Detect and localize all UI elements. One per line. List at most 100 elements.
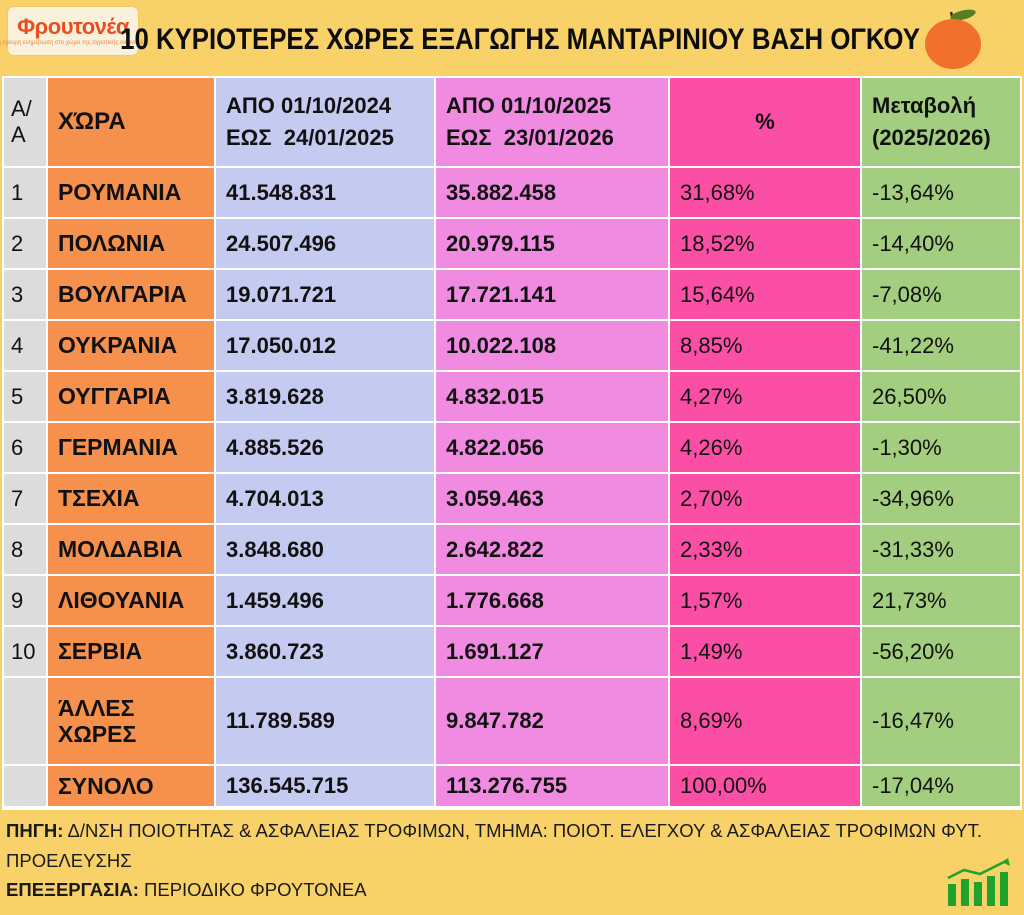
cell-vol2024: 17.050.012	[216, 321, 434, 370]
cell-vol2024: 11.789.589	[216, 678, 434, 764]
cell-vol2025: 2.642.822	[436, 525, 668, 574]
cell-change: 21,73%	[862, 576, 1020, 625]
header-cell-period2: ΑΠΟ 01/10/2025 ΕΩΣ 23/01/2026	[436, 78, 668, 166]
cell-country: ΤΣΕΧΙΑ	[48, 474, 214, 523]
cell-vol2025: 1.691.127	[436, 627, 668, 676]
cell-vol2025: 20.979.115	[436, 219, 668, 268]
cell-change: -34,96%	[862, 474, 1020, 523]
cell-change: -7,08%	[862, 270, 1020, 319]
cell-rank: 10	[4, 627, 46, 676]
footer-processing-label: ΕΠΕΞΕΡΓΑΣΙΑ:	[6, 879, 139, 901]
cell-pct: 8,85%	[670, 321, 860, 370]
header-change-line1: Μεταβολή	[872, 92, 977, 118]
mandarin-icon	[925, 9, 981, 69]
cell-change: -1,30%	[862, 423, 1020, 472]
cell-pct: 1,49%	[670, 627, 860, 676]
footer-source-text: Δ/ΝΣΗ ΠΟΙΟΤΗΤΑΣ & ΑΣΦΑΛΕΙΑΣ ΤΡΟΦΙΜΩΝ, ΤΜ…	[6, 820, 982, 871]
cell-country: ΒΟΥΛΓΑΡΙΑ	[48, 270, 214, 319]
cell-pct: 4,27%	[670, 372, 860, 421]
cell-change: -41,22%	[862, 321, 1020, 370]
footer: ΠΗΓΗ: Δ/ΝΣΗ ΠΟΙΟΤΗΤΑΣ & ΑΣΦΑΛΕΙΑΣ ΤΡΟΦΙΜ…	[6, 816, 1018, 905]
export-table: Α/Α ΧΏΡΑ ΑΠΟ 01/10/2024 ΕΩΣ 24/01/2025 Α…	[2, 76, 1022, 810]
cell-country: ΡΟΥΜΑΝΙΑ	[48, 168, 214, 217]
cell-country: ΣΕΡΒΙΑ	[48, 627, 214, 676]
header-pct-label: %	[755, 109, 775, 134]
cell-vol2024: 3.860.723	[216, 627, 434, 676]
cell-country: ΆΛΛΕΣ ΧΩΡΕΣ	[48, 678, 214, 764]
cell-vol2025: 3.059.463	[436, 474, 668, 523]
header-cell-country: ΧΏΡΑ	[48, 78, 214, 166]
cell-change: -16,47%	[862, 678, 1020, 764]
cell-country: ΛΙΘΟΥΑΝΙΑ	[48, 576, 214, 625]
cell-country: ΟΥΓΓΑΡΙΑ	[48, 372, 214, 421]
cell-vol2024: 1.459.496	[216, 576, 434, 625]
cell-pct: 2,70%	[670, 474, 860, 523]
header-cell-rank: Α/Α	[4, 78, 46, 166]
cell-pct: 31,68%	[670, 168, 860, 217]
header-cell-pct: %	[670, 78, 860, 166]
cell-vol2024: 4.885.526	[216, 423, 434, 472]
cell-rank: 8	[4, 525, 46, 574]
header-country-label: ΧΏΡΑ	[58, 108, 126, 136]
footer-source-label: ΠΗΓΗ:	[6, 820, 64, 841]
cell-vol2025-total: 113.276.755	[436, 766, 668, 806]
cell-rank: 5	[4, 372, 46, 421]
page-title: 10 ΚΥΡΙΟΤΕΡΕΣ ΧΩΡΕΣ ΕΞΑΓΩΓΗΣ ΜΑΝΤΑΡΙΝΙΟΥ…	[120, 23, 920, 56]
cell-pct: 1,57%	[670, 576, 860, 625]
cell-vol2024: 41.548.831	[216, 168, 434, 217]
cell-rank	[4, 766, 46, 806]
cell-country: ΜΟΛΔΑΒΙΑ	[48, 525, 214, 574]
cell-vol2025: 9.847.782	[436, 678, 668, 764]
cell-rank: 3	[4, 270, 46, 319]
cell-vol2024: 3.819.628	[216, 372, 434, 421]
cell-vol2025: 4.822.056	[436, 423, 668, 472]
cell-rank: 1	[4, 168, 46, 217]
cell-change: -13,64%	[862, 168, 1020, 217]
footer-processing: ΕΠΕΞΕΡΓΑΣΙΑ: ΠΕΡΙΟΔΙΚΟ ΦΡΟΥΤΟΝΕΑ	[6, 875, 1018, 905]
cell-rank: 2	[4, 219, 46, 268]
header-change-line2: (2025/2026)	[872, 125, 991, 150]
cell-pct: 15,64%	[670, 270, 860, 319]
cell-vol2024-total: 136.545.715	[216, 766, 434, 806]
header-period2-line2: ΕΩΣ 23/01/2026	[446, 125, 614, 150]
header-cell-period1: ΑΠΟ 01/10/2024 ΕΩΣ 24/01/2025	[216, 78, 434, 166]
footer-source: ΠΗΓΗ: Δ/ΝΣΗ ΠΟΙΟΤΗΤΑΣ & ΑΣΦΑΛΕΙΑΣ ΤΡΟΦΙΜ…	[6, 816, 1018, 875]
cell-pct-total: 100,00%	[670, 766, 860, 806]
cell-change: 26,50%	[862, 372, 1020, 421]
cell-rank: 6	[4, 423, 46, 472]
cell-vol2025: 10.022.108	[436, 321, 668, 370]
logo-text: Φρουτονέα	[17, 14, 129, 39]
cell-pct: 2,33%	[670, 525, 860, 574]
cell-vol2025: 35.882.458	[436, 168, 668, 217]
cell-change: -31,33%	[862, 525, 1020, 574]
header-period2-line1: ΑΠΟ 01/10/2025	[446, 92, 612, 118]
cell-country: ΟΥΚΡΑΝΙΑ	[48, 321, 214, 370]
cell-vol2024: 3.848.680	[216, 525, 434, 574]
cell-rank: 9	[4, 576, 46, 625]
footer-processing-text: ΠΕΡΙΟΔΙΚΟ ΦΡΟΥΤΟΝΕΑ	[138, 879, 367, 901]
cell-vol2025: 17.721.141	[436, 270, 668, 319]
froutonea-logo: Φρουτονέα η έγκυρη ενημέρωση στο χώρο τη…	[0, 7, 148, 55]
cell-pct: 4,26%	[670, 423, 860, 472]
cell-vol2024: 19.071.721	[216, 270, 434, 319]
page-title-wrap: 10 ΚΥΡΙΟΤΕΡΕΣ ΧΩΡΕΣ ΕΞΑΓΩΓΗΣ ΜΑΝΤΑΡΙΝΙΟΥ…	[120, 14, 920, 66]
header-cell-change: Μεταβολή (2025/2026)	[862, 78, 1020, 166]
cell-pct: 8,69%	[670, 678, 860, 764]
cell-vol2024: 4.704.013	[216, 474, 434, 523]
logo-tagline: η έγκυρη ενημέρωση στο χώρο της αγροτική…	[0, 40, 149, 46]
header-period1-line1: ΑΠΟ 01/10/2024	[226, 92, 392, 118]
cell-change: -14,40%	[862, 219, 1020, 268]
cell-change: -56,20%	[862, 627, 1020, 676]
cell-country: ΠΟΛΩΝΙΑ	[48, 219, 214, 268]
cell-rank: 7	[4, 474, 46, 523]
cell-vol2025: 4.832.015	[436, 372, 668, 421]
header-period1-line2: ΕΩΣ 24/01/2025	[226, 125, 394, 150]
top-band: Φρουτονέα η έγκυρη ενημέρωση στο χώρο τη…	[0, 0, 1024, 76]
cell-vol2025: 1.776.668	[436, 576, 668, 625]
growth-chart-icon	[947, 858, 1010, 906]
cell-vol2024: 24.507.496	[216, 219, 434, 268]
header-rank-label: Α/Α	[11, 95, 32, 147]
cell-rank: 4	[4, 321, 46, 370]
cell-change-total: -17,04%	[862, 766, 1020, 806]
cell-country: ΓΕΡΜΑΝΙΑ	[48, 423, 214, 472]
